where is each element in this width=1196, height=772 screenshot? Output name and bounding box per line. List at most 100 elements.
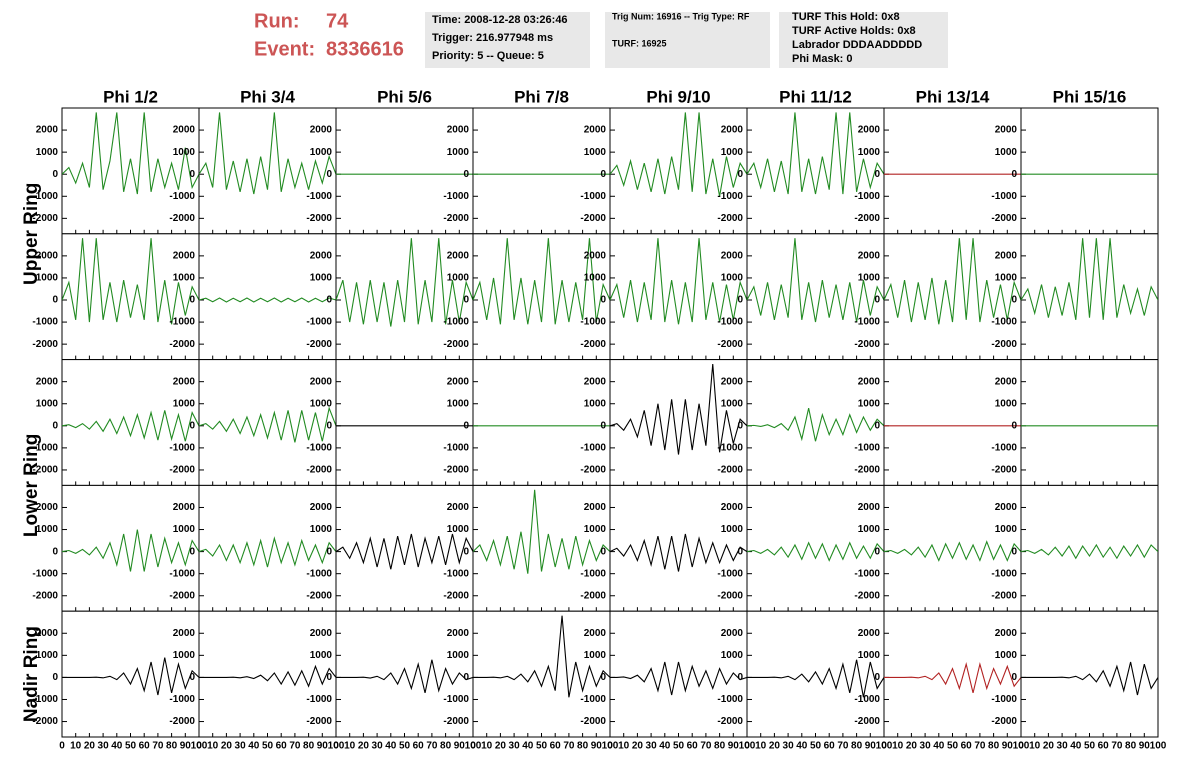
y-tick-label: 2000 [447, 502, 470, 513]
y-tick-label: 2000 [721, 251, 744, 262]
y-tick-label: 2000 [584, 251, 607, 262]
panel-frame [746, 610, 885, 738]
y-tick-label: 0 [737, 420, 743, 431]
y-tick-label: 1000 [173, 524, 196, 535]
y-tick-label: 0 [189, 169, 195, 180]
info-box [605, 12, 770, 68]
y-tick-label: 1000 [173, 147, 196, 158]
y-tick-label: 1000 [310, 650, 333, 661]
y-tick-label: 0 [189, 546, 195, 557]
y-tick-label: 2000 [173, 125, 196, 136]
x-tick-label: 40 [111, 741, 123, 752]
waveform [747, 541, 884, 562]
waveform [747, 238, 884, 323]
y-tick-label: 1000 [584, 147, 607, 158]
y-tick-label: 2000 [310, 628, 333, 639]
y-tick-label: 2000 [995, 125, 1018, 136]
y-tick-label: 2000 [36, 125, 59, 136]
y-tick-label: -1000 [991, 191, 1017, 202]
info-line: TURF This Hold: 0x8 [792, 11, 900, 23]
y-tick-label: -2000 [169, 590, 195, 601]
y-tick-label: 2000 [310, 251, 333, 262]
y-tick-label: 2000 [995, 376, 1018, 387]
x-tick-label: 100 [191, 741, 208, 752]
y-tick-label: 2000 [858, 502, 881, 513]
x-tick-label: 30 [646, 741, 658, 752]
y-tick-label: 2000 [858, 376, 881, 387]
y-tick-label: 2000 [36, 502, 59, 513]
x-tick-label: 10 [1029, 741, 1041, 752]
y-tick-label: 0 [1011, 420, 1017, 431]
x-tick-label: 80 [577, 741, 589, 752]
y-tick-label: 0 [1011, 295, 1017, 306]
y-tick-label: -1000 [580, 317, 606, 328]
panel-frame [472, 359, 611, 486]
y-tick-label: 0 [52, 295, 58, 306]
x-tick-label: 80 [166, 741, 178, 752]
waveform [884, 238, 1021, 325]
waveform [747, 408, 884, 442]
x-tick-label: 30 [98, 741, 110, 752]
y-tick-label: 2000 [447, 376, 470, 387]
y-tick-label: 2000 [995, 251, 1018, 262]
y-tick-label: -2000 [580, 339, 606, 350]
x-tick-label: 60 [550, 741, 562, 752]
y-tick-label: -1000 [169, 443, 195, 454]
x-tick-label: 70 [289, 741, 301, 752]
x-tick-label: 30 [920, 741, 932, 752]
y-tick-label: -1000 [854, 443, 880, 454]
info-line: TURF Active Holds: 0x8 [792, 25, 916, 37]
y-tick-label: -2000 [169, 465, 195, 476]
panel-frame [1020, 107, 1159, 235]
y-tick-label: -2000 [854, 213, 880, 224]
x-tick-label: 30 [509, 741, 521, 752]
panel-frame [335, 610, 474, 738]
panel-frame [1020, 233, 1159, 361]
y-tick-label: 0 [52, 169, 58, 180]
y-tick-label: 1000 [447, 398, 470, 409]
y-tick-label: 0 [874, 295, 880, 306]
y-tick-label: -1000 [32, 694, 58, 705]
x-tick-label: 80 [851, 741, 863, 752]
info-box [425, 12, 590, 68]
waveform [336, 659, 473, 693]
waveform [747, 112, 884, 195]
y-tick-label: 0 [463, 672, 469, 683]
y-tick-label: -1000 [169, 568, 195, 579]
y-tick-label: 1000 [36, 147, 59, 158]
y-tick-label: -1000 [32, 317, 58, 328]
y-tick-label: 2000 [310, 376, 333, 387]
x-tick-label: 70 [1111, 741, 1123, 752]
y-tick-label: -2000 [717, 213, 743, 224]
waveform [199, 664, 336, 688]
ring-label: Upper Ring [21, 183, 42, 285]
y-tick-label: -1000 [580, 191, 606, 202]
y-tick-label: 0 [52, 420, 58, 431]
waveform [336, 533, 473, 570]
y-tick-label: 2000 [584, 502, 607, 513]
x-tick-label: 10 [344, 741, 356, 752]
y-tick-label: -1000 [580, 694, 606, 705]
run-value: 74 [326, 10, 349, 32]
y-tick-label: 1000 [447, 147, 470, 158]
x-tick-label: 10 [70, 741, 82, 752]
y-tick-label: 0 [737, 169, 743, 180]
x-tick-label: 50 [673, 741, 685, 752]
panel-frame [198, 233, 337, 361]
y-tick-label: -1000 [443, 317, 469, 328]
event-value: 8336616 [326, 38, 404, 60]
x-tick-label: 10 [618, 741, 630, 752]
y-tick-label: -2000 [580, 213, 606, 224]
y-tick-label: 0 [874, 672, 880, 683]
x-tick-label: 70 [837, 741, 849, 752]
y-tick-label: 2000 [173, 502, 196, 513]
y-tick-label: -1000 [854, 317, 880, 328]
column-header: Phi 13/14 [916, 87, 990, 106]
y-tick-label: 1000 [721, 273, 744, 284]
x-tick-label: 40 [385, 741, 397, 752]
x-tick-label: 10 [481, 741, 493, 752]
x-tick-label: 40 [248, 741, 260, 752]
y-tick-label: 0 [326, 169, 332, 180]
y-tick-label: 1000 [447, 273, 470, 284]
